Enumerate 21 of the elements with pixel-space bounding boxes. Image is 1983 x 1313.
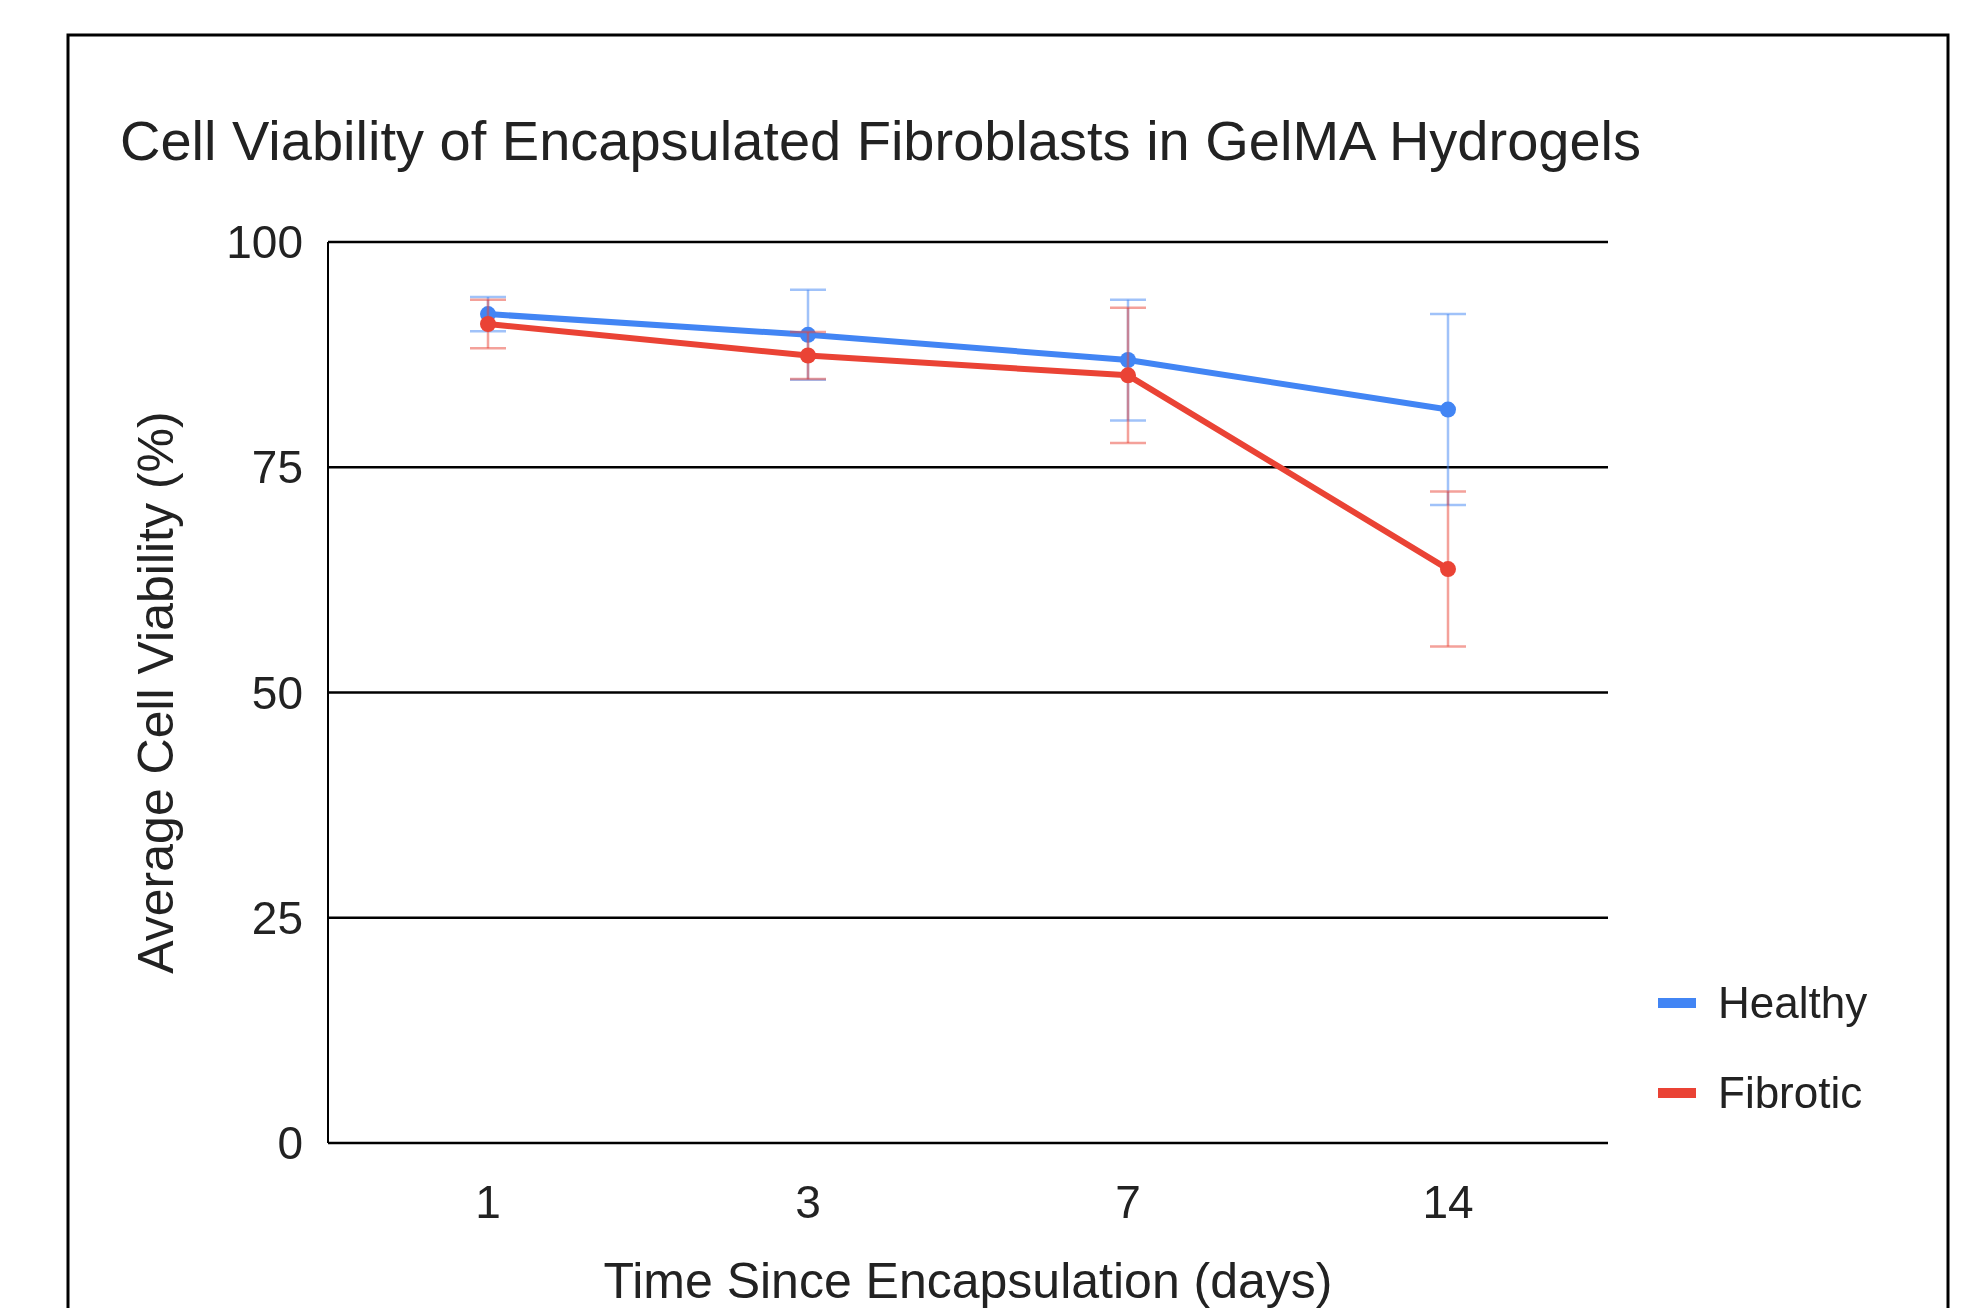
- x-tick-label: 1: [475, 1176, 501, 1228]
- point: [1440, 561, 1456, 578]
- x-tick-label: 3: [795, 1176, 821, 1228]
- y-tick-label: 100: [226, 216, 303, 269]
- y-tick-label: 75: [251, 441, 303, 494]
- point: [800, 347, 816, 364]
- y-tick-label: 0: [277, 1117, 303, 1170]
- point: [1120, 367, 1136, 384]
- y-axis-title: Average Cell Viability (%): [128, 411, 184, 974]
- point: [480, 315, 496, 332]
- point: [1440, 401, 1456, 418]
- point: [800, 326, 816, 343]
- y-tick-label: 25: [251, 891, 303, 944]
- x-tick-label: 14: [1422, 1176, 1474, 1228]
- x-tick-label: 7: [1115, 1176, 1141, 1228]
- point: [1120, 352, 1136, 369]
- chart-title: Cell Viability of Encapsulated Fibroblasts in GelMA Hydrogels: [120, 109, 1642, 172]
- legend-label: Fibrotic: [1718, 1068, 1863, 1118]
- y-tick-label: 50: [251, 666, 303, 719]
- x-axis-title: Time Since Encapsulation (days): [603, 1253, 1333, 1309]
- legend-label: Healthy: [1718, 978, 1868, 1028]
